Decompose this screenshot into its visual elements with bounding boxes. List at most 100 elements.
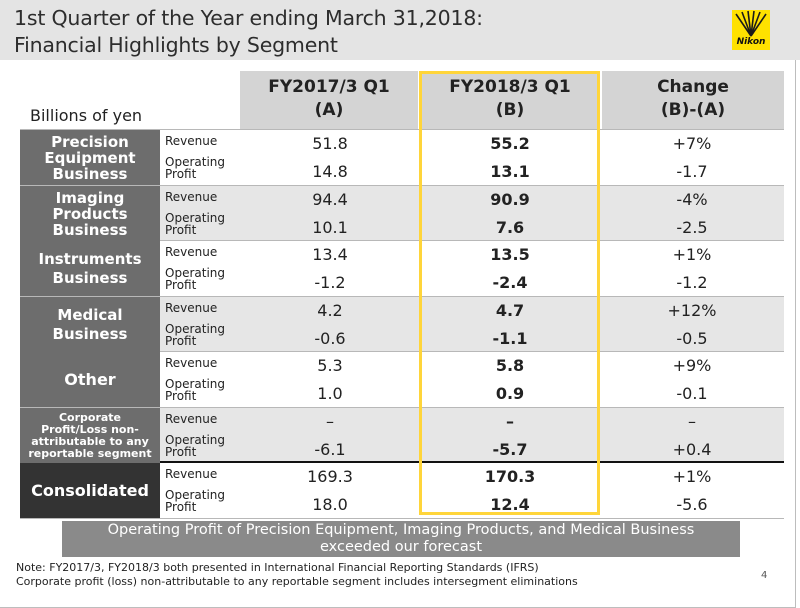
segment-other: Other <box>20 352 160 407</box>
row-label-operating-profit: Operating Profit <box>165 266 225 292</box>
summary-banner: Operating Profit of Precision Equipment,… <box>62 521 740 557</box>
cell-value: -1.2 <box>314 273 346 292</box>
row-label-revenue: Revenue <box>165 190 218 204</box>
row-label-revenue: Revenue <box>165 245 218 259</box>
cell-value: 1.0 <box>317 384 343 403</box>
column-a-title: FY2017/3 Q1 <box>268 77 390 97</box>
cell-value: -1.1 <box>492 329 528 348</box>
column-a-sub: (A) <box>314 100 344 120</box>
slide-title-line2: Financial Highlights by Segment <box>14 33 338 57</box>
row-label-revenue: Revenue <box>165 301 218 315</box>
row-band-instruments <box>160 241 784 296</box>
cell-value: – <box>506 412 514 431</box>
cell-value: +1% <box>672 245 712 264</box>
cell-value: 170.3 <box>484 467 536 486</box>
cell-value: 18.0 <box>312 495 348 514</box>
segment-precision-equipment: Precision Equipment Business <box>20 130 160 185</box>
segment-imaging-products: Imaging Products Business <box>20 186 160 241</box>
cell-value: 4.7 <box>495 301 525 320</box>
cell-value: 7.6 <box>495 218 525 237</box>
cell-value: +9% <box>672 356 712 375</box>
row-label-operating-profit: Operating Profit <box>165 322 225 348</box>
units-label: Billions of yen <box>30 106 143 125</box>
cell-value: 94.4 <box>312 190 348 209</box>
cell-value: 51.8 <box>312 134 348 153</box>
column-b-sub: (B) <box>495 100 525 120</box>
cell-value: 169.3 <box>307 467 353 486</box>
row-label-revenue: Revenue <box>165 467 218 481</box>
cell-value: 10.1 <box>312 218 348 237</box>
column-b-title: FY2018/3 Q1 <box>449 77 571 97</box>
row-band-imaging <box>160 186 784 241</box>
row-label-operating-profit: Operating Profit <box>165 155 225 181</box>
cell-value: +7% <box>672 134 712 153</box>
column-header-a: FY2017/3 Q1 (A) <box>240 71 418 129</box>
cell-value: 5.3 <box>317 356 343 375</box>
row-label-revenue: Revenue <box>165 356 218 370</box>
row-label-revenue: Revenue <box>165 412 218 426</box>
row-label-operating-profit: Operating Profit <box>165 433 225 459</box>
cell-value: 0.9 <box>495 384 525 403</box>
row-label-revenue: Revenue <box>165 134 218 148</box>
row-band-other <box>160 352 784 407</box>
cell-value: -0.6 <box>314 329 346 348</box>
cell-value: -5.6 <box>676 495 708 514</box>
cell-value: – <box>688 412 696 431</box>
cell-value: 13.4 <box>312 245 348 264</box>
cell-value: 4.2 <box>317 301 343 320</box>
column-change-sub: (B)-(A) <box>660 100 726 120</box>
table-bottom-rule <box>20 518 784 519</box>
cell-value: 14.8 <box>312 162 348 181</box>
slide-title-line1: 1st Quarter of the Year ending March 31,… <box>14 6 483 30</box>
page-number: 4 <box>761 570 768 581</box>
cell-value: -1.2 <box>676 273 708 292</box>
footnote-ifrs: Note: FY2017/3, FY2018/3 both presented … <box>16 561 539 574</box>
column-change-title: Change <box>657 77 729 97</box>
row-divider <box>20 129 784 130</box>
cell-value: -0.5 <box>676 329 708 348</box>
row-band-corporate <box>160 408 784 463</box>
row-divider <box>20 240 784 241</box>
segment-consolidated: Consolidated <box>20 463 160 518</box>
row-divider <box>20 407 784 408</box>
row-band-medical <box>160 297 784 352</box>
row-band-consolidated <box>160 463 784 518</box>
column-header-b: FY2018/3 Q1 (B) <box>420 71 600 129</box>
cell-value: -0.1 <box>676 384 708 403</box>
row-divider <box>20 185 784 186</box>
consolidated-divider <box>20 461 784 463</box>
row-label-operating-profit: Operating Profit <box>165 488 225 514</box>
cell-value: -2.4 <box>492 273 528 292</box>
cell-value: 13.5 <box>490 245 530 264</box>
row-label-operating-profit: Operating Profit <box>165 211 225 237</box>
footnote-corporate: Corporate profit (loss) non-attributable… <box>16 575 578 588</box>
segment-corporate: Corporate Profit/Loss non- attributable … <box>20 408 160 463</box>
cell-value: +1% <box>672 467 712 486</box>
cell-value: +12% <box>667 301 717 320</box>
cell-value: -5.7 <box>492 440 528 459</box>
column-header-change: Change (B)-(A) <box>602 71 784 129</box>
row-divider <box>20 351 784 352</box>
banner-line1: Operating Profit of Precision Equipment,… <box>107 522 695 538</box>
nikon-logo: Nikon <box>732 10 770 50</box>
cell-value: -4% <box>676 190 708 209</box>
cell-value: -6.1 <box>314 440 346 459</box>
cell-value: -2.5 <box>676 218 708 237</box>
segment-medical: Medical Business <box>20 297 160 352</box>
cell-value: 90.9 <box>490 190 530 209</box>
cell-value: +0.4 <box>672 440 712 459</box>
fy2018-highlight-frame <box>419 71 600 515</box>
segment-instruments: Instruments Business <box>20 241 160 296</box>
cell-value: 55.2 <box>490 134 530 153</box>
row-divider <box>20 296 784 297</box>
row-label-operating-profit: Operating Profit <box>165 377 225 403</box>
row-band-precision <box>160 130 784 185</box>
logo-rays-icon <box>735 10 767 37</box>
banner-line2: exceeded our forecast <box>319 539 482 555</box>
cell-value: 13.1 <box>490 162 530 181</box>
cell-value: 12.4 <box>490 495 530 514</box>
cell-value: 5.8 <box>495 356 525 375</box>
slide-header: 1st Quarter of the Year ending March 31,… <box>0 0 800 60</box>
logo-text: Nikon <box>736 37 766 47</box>
cell-value: – <box>326 412 334 431</box>
